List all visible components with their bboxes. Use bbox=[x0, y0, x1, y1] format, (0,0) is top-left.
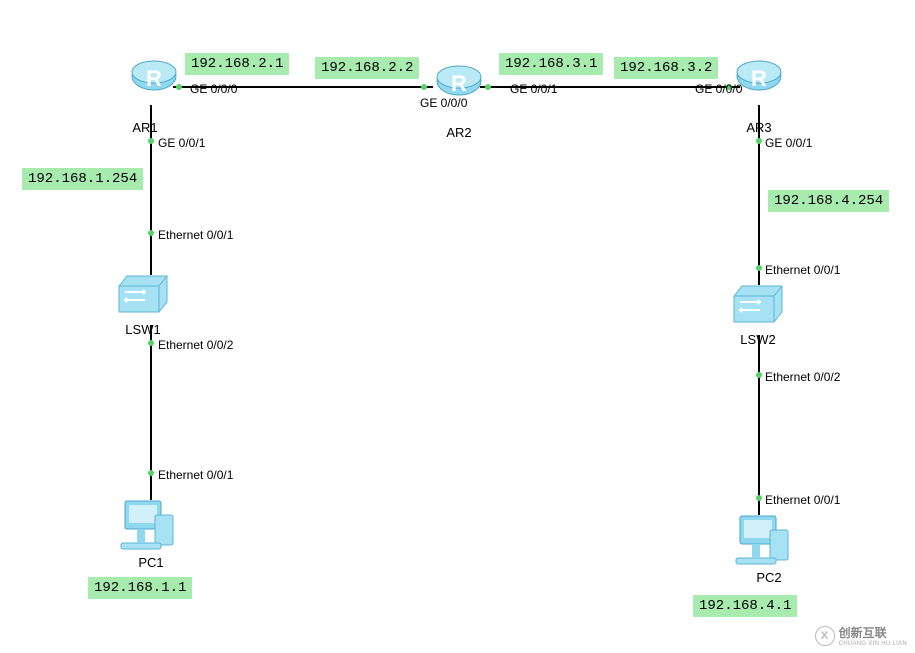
switch-icon bbox=[730, 280, 786, 328]
device-label: AR3 bbox=[735, 120, 783, 135]
port-dot bbox=[148, 230, 154, 236]
svg-text:R: R bbox=[751, 66, 767, 91]
ip-badge: 192.168.4.1 bbox=[693, 595, 797, 617]
port-label: Ethernet 0/0/2 bbox=[765, 370, 840, 384]
device-label: PC1 bbox=[123, 555, 179, 570]
topology-canvas: R AR1 R AR2 R AR3 LSW1 bbox=[0, 0, 915, 653]
port-label: Ethernet 0/0/2 bbox=[158, 338, 233, 352]
watermark-icon: X bbox=[815, 626, 835, 646]
port-dot bbox=[148, 470, 154, 476]
device-label: PC2 bbox=[744, 570, 794, 585]
router-icon: R bbox=[130, 60, 178, 102]
port-dot bbox=[756, 372, 762, 378]
device-lsw2[interactable]: LSW2 bbox=[730, 280, 786, 347]
device-lsw1[interactable]: LSW1 bbox=[115, 270, 171, 337]
ip-badge: 192.168.3.2 bbox=[614, 57, 718, 79]
pc-icon bbox=[115, 495, 179, 553]
device-ar1[interactable]: R AR1 bbox=[130, 60, 178, 135]
port-label: GE 0/0/0 bbox=[695, 82, 742, 96]
port-dot bbox=[756, 138, 762, 144]
port-label: Ethernet 0/0/1 bbox=[158, 228, 233, 242]
port-label: GE 0/0/0 bbox=[190, 82, 237, 96]
port-label: Ethernet 0/0/1 bbox=[158, 468, 233, 482]
port-dot bbox=[148, 138, 154, 144]
device-label: AR1 bbox=[112, 120, 178, 135]
pc-icon bbox=[730, 510, 794, 568]
link-lsw2-pc2 bbox=[758, 335, 760, 515]
watermark: X 创新互联 CHUANG XIN HU LIAN bbox=[815, 624, 907, 647]
port-label: Ethernet 0/0/1 bbox=[765, 493, 840, 507]
port-label: GE 0/0/0 bbox=[420, 96, 467, 110]
port-dot bbox=[756, 265, 762, 271]
port-dot bbox=[148, 340, 154, 346]
port-dot bbox=[756, 495, 762, 501]
device-pc2[interactable]: PC2 bbox=[730, 510, 794, 585]
port-label: GE 0/0/1 bbox=[158, 136, 205, 150]
port-label: GE 0/0/1 bbox=[510, 82, 557, 96]
port-label: Ethernet 0/0/1 bbox=[765, 263, 840, 277]
ip-badge: 192.168.4.254 bbox=[768, 190, 889, 212]
ip-badge: 192.168.3.1 bbox=[499, 53, 603, 75]
device-pc1[interactable]: PC1 bbox=[115, 495, 179, 570]
ip-badge: 192.168.1.254 bbox=[22, 168, 143, 190]
switch-icon bbox=[115, 270, 171, 318]
device-label: LSW1 bbox=[115, 322, 171, 337]
device-label: LSW2 bbox=[730, 332, 786, 347]
device-label: AR2 bbox=[435, 125, 483, 140]
device-ar3[interactable]: R AR3 bbox=[735, 60, 783, 135]
port-dot bbox=[485, 84, 491, 90]
watermark-text: 创新互联 CHUANG XIN HU LIAN bbox=[839, 624, 907, 647]
ip-badge: 192.168.1.1 bbox=[88, 577, 192, 599]
port-label: GE 0/0/1 bbox=[765, 136, 812, 150]
port-dot bbox=[421, 84, 427, 90]
svg-text:R: R bbox=[451, 71, 467, 96]
ip-badge: 192.168.2.1 bbox=[185, 53, 289, 75]
ip-badge: 192.168.2.2 bbox=[315, 57, 419, 79]
svg-text:R: R bbox=[146, 66, 162, 91]
